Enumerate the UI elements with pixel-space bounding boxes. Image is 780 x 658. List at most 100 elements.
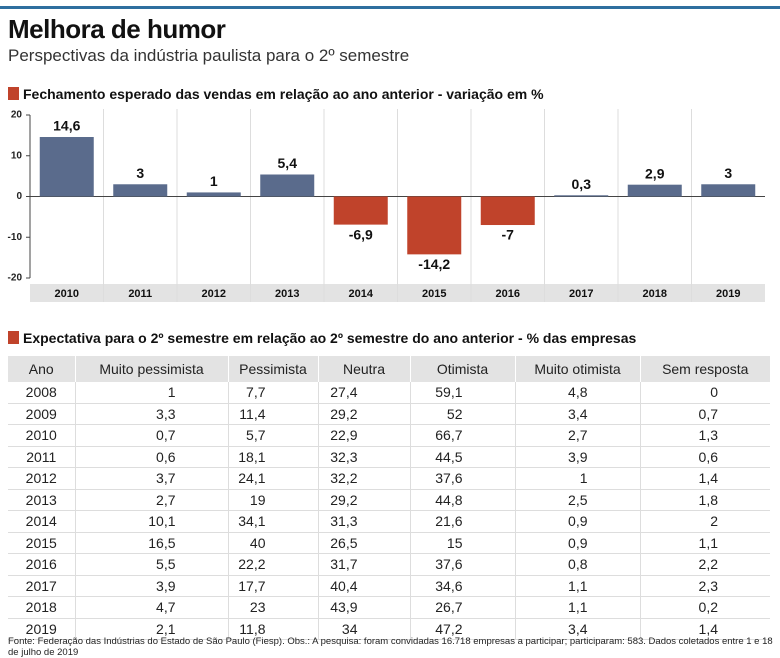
cell: 15 (409, 532, 515, 554)
table-row: 2011 0,6 18,1 32,3 44,5 3,9 0,6 (8, 446, 770, 468)
table-row: 2014 10,1 34,1 31,3 21,6 0,9 2 (8, 510, 770, 533)
column-header: Muito otimista (514, 356, 640, 382)
x-tick-label: 2016 (496, 288, 520, 300)
cell: 5,5 (74, 553, 228, 576)
x-tick-label: 2013 (275, 288, 299, 300)
table-row: 2013 2,7 19 29,2 44,8 2,5 1,8 (8, 489, 770, 511)
cell: 2,7 (514, 424, 640, 447)
value-label: 1 (210, 173, 218, 189)
cell: 32,2 (317, 467, 410, 490)
table-row: 2010 0,7 5,7 22,9 66,7 2,7 1,3 (8, 424, 770, 447)
value-label: -7 (502, 227, 515, 243)
cell: 0,7 (74, 424, 228, 447)
bar (407, 196, 462, 255)
cell: 3,4 (514, 618, 640, 640)
year-cell: 2010 (8, 424, 75, 447)
chart-title: Fechamento esperado das vendas em relaçã… (8, 86, 544, 102)
year-cell: 2012 (8, 467, 75, 490)
cell: 26,7 (409, 596, 515, 619)
table-row: 2008 1 7,7 27,4 59,1 4,8 0 (8, 382, 770, 404)
cell: 0,9 (514, 510, 640, 533)
subtitle: Perspectivas da indústria paulista para … (8, 46, 410, 65)
cell: 0,7 (639, 403, 770, 425)
column-header: Neutra (317, 356, 410, 382)
cell: 47,2 (409, 618, 515, 640)
cell: 27,4 (317, 382, 410, 404)
year-cell: 2017 (8, 575, 75, 597)
table-title: Expectativa para o 2º semestre em relaçã… (8, 330, 636, 346)
cell: 52 (409, 403, 515, 425)
year-cell: 2013 (8, 489, 75, 511)
bar (260, 174, 315, 197)
cell: 2,1 (74, 618, 228, 640)
cell: 1,1 (639, 532, 770, 554)
value-label: -14,2 (418, 256, 450, 272)
header-row: Ano Muito pessimista Pessimista Neutra Otimi… (8, 356, 770, 382)
table-row: 2017 3,9 17,7 40,4 34,6 1,1 2,3 (8, 575, 770, 597)
cell: 11,8 (227, 618, 318, 640)
year-cell: 2014 (8, 510, 75, 533)
bar (186, 192, 241, 197)
cell: 43,9 (317, 596, 410, 619)
cell: 1 (514, 467, 640, 490)
bar (701, 184, 756, 197)
year-cell: 2019 (8, 618, 75, 640)
value-label: -6,9 (349, 226, 373, 242)
cell: 37,6 (409, 467, 515, 490)
x-tick-label: 2018 (643, 288, 667, 300)
x-tick-label: 2019 (716, 288, 740, 300)
value-label: 3 (724, 165, 732, 181)
cell: 4,8 (514, 382, 640, 404)
cell: 0,2 (639, 596, 770, 619)
cell: 1,4 (639, 618, 770, 640)
table-row: 2009 3,3 11,4 29,2 52 3,4 0,7 (8, 403, 770, 425)
cell: 34 (317, 618, 410, 640)
cell: 22,9 (317, 424, 410, 447)
year-cell: 2015 (8, 532, 75, 554)
cell: 0,6 (74, 446, 228, 468)
cell: 34,1 (227, 510, 318, 533)
cell: 3,4 (514, 403, 640, 425)
value-label: 0,3 (572, 176, 592, 192)
cell: 7,7 (227, 382, 318, 404)
bar (554, 195, 609, 197)
y-tick-label: 0 (16, 191, 22, 202)
cell: 18,1 (227, 446, 318, 468)
cell: 19 (227, 489, 318, 511)
value-label: 2,9 (645, 165, 665, 181)
cell: 37,6 (409, 553, 515, 576)
cell: 21,6 (409, 510, 515, 533)
cell: 16,5 (74, 532, 228, 554)
x-tick-label: 2015 (422, 288, 446, 300)
y-tick-label: 10 (11, 150, 23, 161)
year-cell: 2018 (8, 596, 75, 619)
column-header: Ano (8, 356, 75, 382)
cell: 1,1 (514, 596, 640, 619)
table-row: 2018 4,7 23 43,9 26,7 1,1 0,2 (8, 596, 770, 619)
cell: 1,3 (639, 424, 770, 447)
table: Ano Muito pessimista Pessimista Neutra Otimi… (8, 356, 770, 640)
cell: 0,9 (514, 532, 640, 554)
cell: 11,4 (227, 403, 318, 425)
cell: 2 (639, 510, 770, 533)
source: Fonte: Federação das Indústrias do Estad… (8, 636, 773, 658)
cell: 2,3 (639, 575, 770, 597)
cell: 2,5 (514, 489, 640, 511)
value-label: 5,4 (278, 155, 298, 171)
cell: 3,9 (514, 446, 640, 468)
column-header: Sem resposta (639, 356, 770, 382)
table-row: 2019 2,1 11,8 34 47,2 3,4 1,4 (8, 618, 770, 640)
y-tick-label: -10 (8, 232, 23, 243)
column-header: Muito pessimista (74, 356, 228, 382)
cell: 1 (74, 382, 228, 404)
table-row: 2015 16,5 40 26,5 15 0,9 1,1 (8, 532, 770, 554)
cell: 1,1 (514, 575, 640, 597)
cell: 40,4 (317, 575, 410, 597)
table-row: 2016 5,5 22,2 31,7 37,6 0,8 2,2 (8, 553, 770, 576)
cell: 23 (227, 596, 318, 619)
cell: 10,1 (74, 510, 228, 533)
bar (480, 196, 535, 226)
year-cell: 2016 (8, 553, 75, 576)
cell: 66,7 (409, 424, 515, 447)
